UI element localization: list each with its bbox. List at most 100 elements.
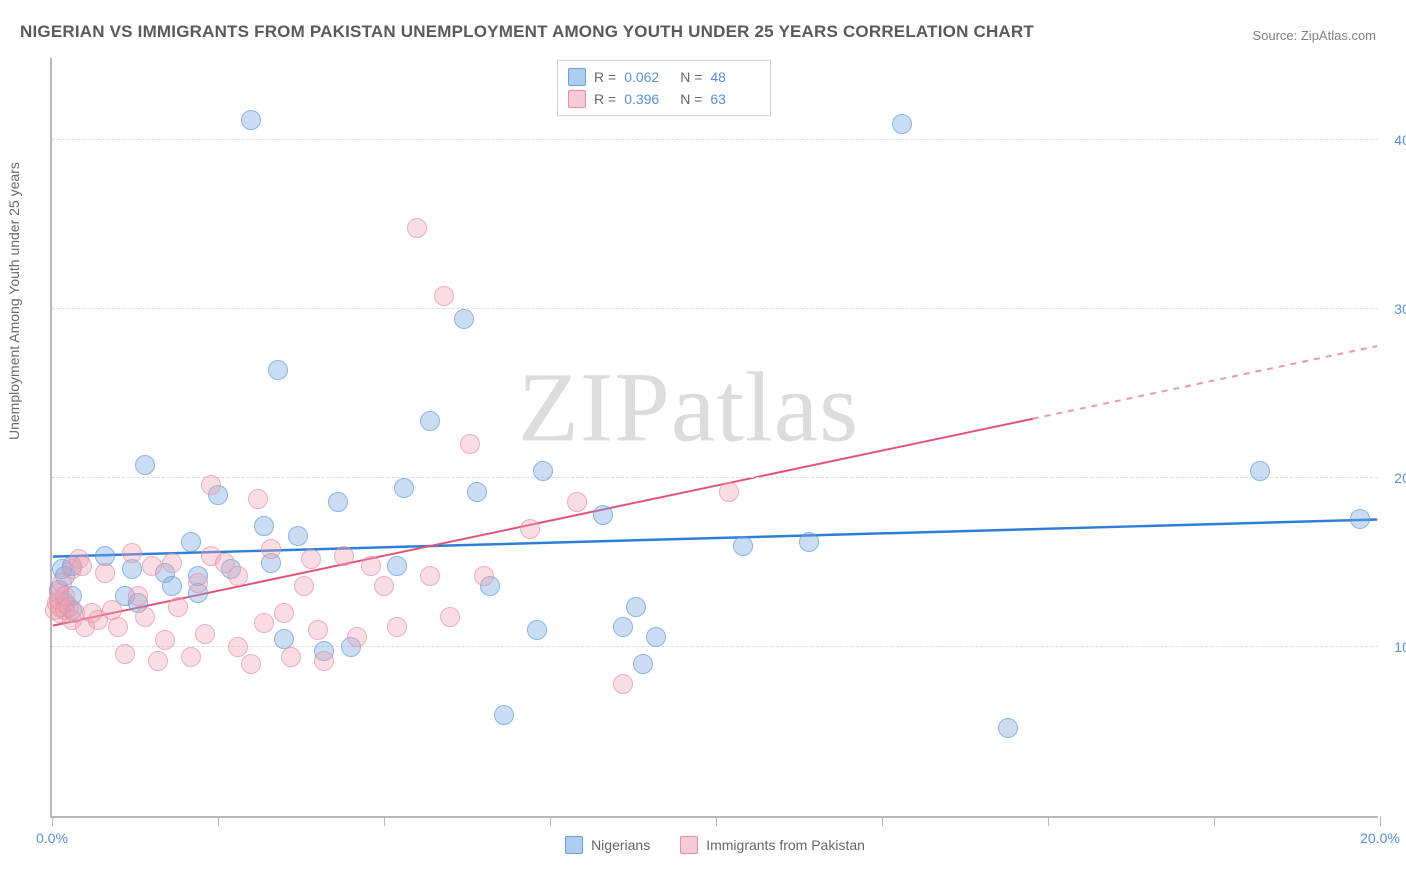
data-point [281, 647, 301, 667]
data-point [387, 556, 407, 576]
data-point [633, 654, 653, 674]
data-point [420, 411, 440, 431]
r-label: R = [594, 91, 616, 107]
data-point [719, 482, 739, 502]
data-point [142, 556, 162, 576]
data-point [454, 309, 474, 329]
x-tick [1380, 816, 1381, 826]
legend-swatch-pink [568, 90, 586, 108]
n-label: N = [680, 91, 702, 107]
data-point [533, 461, 553, 481]
data-point [407, 218, 427, 238]
data-point [241, 110, 261, 130]
x-tick [882, 816, 883, 826]
data-point [72, 556, 92, 576]
data-point [195, 624, 215, 644]
x-tick [218, 816, 219, 826]
data-point [288, 526, 308, 546]
stats-legend: R = 0.062 N = 48 R = 0.396 N = 63 [557, 60, 771, 116]
data-point [115, 644, 135, 664]
data-point [261, 539, 281, 559]
series-legend-label: Immigrants from Pakistan [706, 837, 865, 853]
data-point [998, 718, 1018, 738]
data-point [494, 705, 514, 725]
data-point [128, 586, 148, 606]
x-tick [384, 816, 385, 826]
data-point [593, 505, 613, 525]
gridline [52, 308, 1378, 309]
legend-swatch-pink [680, 836, 698, 854]
data-point [228, 566, 248, 586]
data-point [420, 566, 440, 586]
data-point [520, 519, 540, 539]
data-point [527, 620, 547, 640]
data-point [440, 607, 460, 627]
series-legend-label: Nigerians [591, 837, 650, 853]
y-tick-label: 40.0% [1394, 132, 1406, 148]
data-point [122, 543, 142, 563]
trend-line-extrapolated [1033, 346, 1377, 419]
data-point [567, 492, 587, 512]
y-axis-label: Unemployment Among Youth under 25 years [6, 162, 22, 440]
data-point [241, 654, 261, 674]
data-point [254, 613, 274, 633]
data-point [646, 627, 666, 647]
x-tick-label: 0.0% [36, 830, 68, 846]
data-point [268, 360, 288, 380]
data-point [274, 603, 294, 623]
x-tick [1214, 816, 1215, 826]
gridline [52, 139, 1378, 140]
data-point [188, 573, 208, 593]
data-point [135, 607, 155, 627]
data-point [228, 637, 248, 657]
legend-swatch-blue [565, 836, 583, 854]
r-value: 0.062 [624, 69, 672, 85]
data-point [1250, 461, 1270, 481]
data-point [162, 553, 182, 573]
data-point [168, 597, 188, 617]
data-point [328, 492, 348, 512]
data-point [274, 629, 294, 649]
y-tick-label: 20.0% [1394, 470, 1406, 486]
data-point [308, 620, 328, 640]
data-point [181, 647, 201, 667]
data-point [155, 630, 175, 650]
data-point [733, 536, 753, 556]
chart-title: NIGERIAN VS IMMIGRANTS FROM PAKISTAN UNE… [20, 22, 1034, 42]
source-attribution: Source: ZipAtlas.com [1252, 28, 1376, 43]
trend-lines-layer [52, 58, 1378, 816]
data-point [474, 566, 494, 586]
data-point [394, 478, 414, 498]
series-legend-item: Nigerians [565, 836, 650, 854]
r-value: 0.396 [624, 91, 672, 107]
n-value: 48 [710, 69, 758, 85]
data-point [314, 651, 334, 671]
data-point [374, 576, 394, 596]
x-tick [550, 816, 551, 826]
x-tick-label: 20.0% [1360, 830, 1400, 846]
data-point [148, 651, 168, 671]
series-legend-item: Immigrants from Pakistan [680, 836, 865, 854]
data-point [434, 286, 454, 306]
legend-swatch-blue [568, 68, 586, 86]
data-point [135, 455, 155, 475]
data-point [613, 674, 633, 694]
gridline [52, 477, 1378, 478]
data-point [301, 549, 321, 569]
data-point [361, 556, 381, 576]
stats-legend-row: R = 0.062 N = 48 [568, 66, 758, 88]
data-point [294, 576, 314, 596]
watermark-text: ZIPatlas [518, 349, 859, 464]
x-tick [52, 816, 53, 826]
data-point [626, 597, 646, 617]
scatter-plot-area: ZIPatlas R = 0.062 N = 48 R = 0.396 N = … [50, 58, 1378, 818]
series-legend: Nigerians Immigrants from Pakistan [52, 836, 1378, 854]
data-point [387, 617, 407, 637]
data-point [201, 475, 221, 495]
n-label: N = [680, 69, 702, 85]
data-point [613, 617, 633, 637]
data-point [467, 482, 487, 502]
gridline [52, 646, 1378, 647]
n-value: 63 [710, 91, 758, 107]
data-point [347, 627, 367, 647]
